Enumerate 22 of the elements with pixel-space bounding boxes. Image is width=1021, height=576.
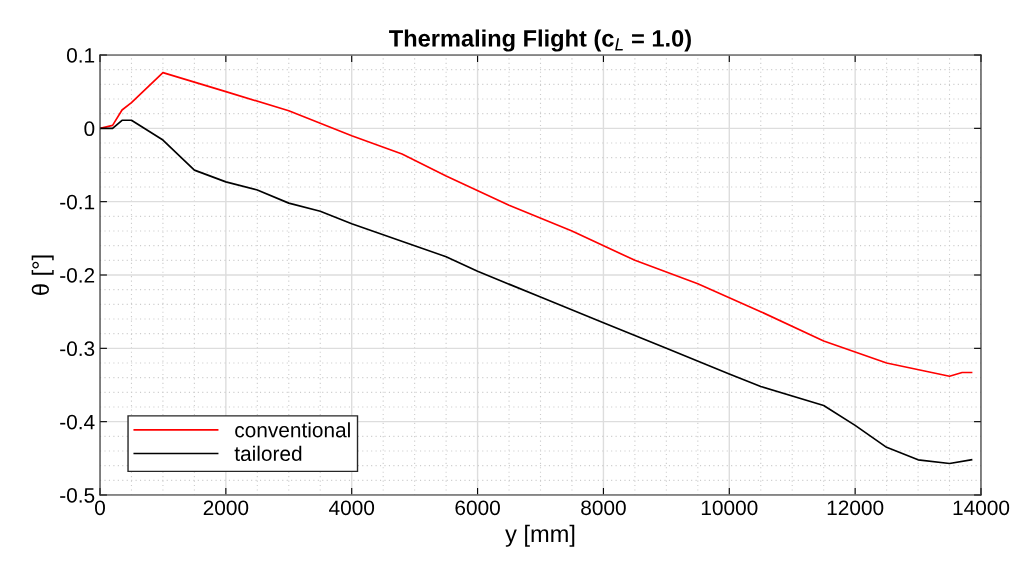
y-tick-label: -0.2 (60, 268, 95, 283)
x-axis-title: y [mm] (505, 524, 575, 547)
x-tick-label: 12000 (827, 500, 884, 516)
x-tick-label: 10000 (701, 500, 758, 516)
y-tick-label: 0.1 (66, 48, 95, 63)
chart-title: Thermaling Flight (c$_{L}$ = 1.0) (389, 29, 691, 52)
x-tick-label: 6000 (455, 500, 500, 516)
y-tick-label: 0 (84, 121, 95, 137)
y-tick-label: -0.1 (60, 194, 95, 210)
x-tick-label: 0 (95, 500, 105, 516)
x-tick-label: 4000 (329, 500, 375, 516)
y-tick-label: -0.4 (60, 414, 95, 430)
x-tick-label: 14000 (953, 500, 1010, 516)
legend-label: conventional (235, 422, 350, 438)
x-tick-label: 8000 (581, 500, 626, 516)
line-series (100, 119, 973, 465)
x-tick-label: 2000 (203, 500, 249, 516)
y-tick-label: -0.3 (60, 341, 95, 357)
line-series (100, 71, 973, 378)
legend-label: tailored (234, 445, 302, 462)
y-tick-label: -0.5 (60, 488, 95, 503)
y-axis-title: θ [°] (31, 255, 54, 295)
